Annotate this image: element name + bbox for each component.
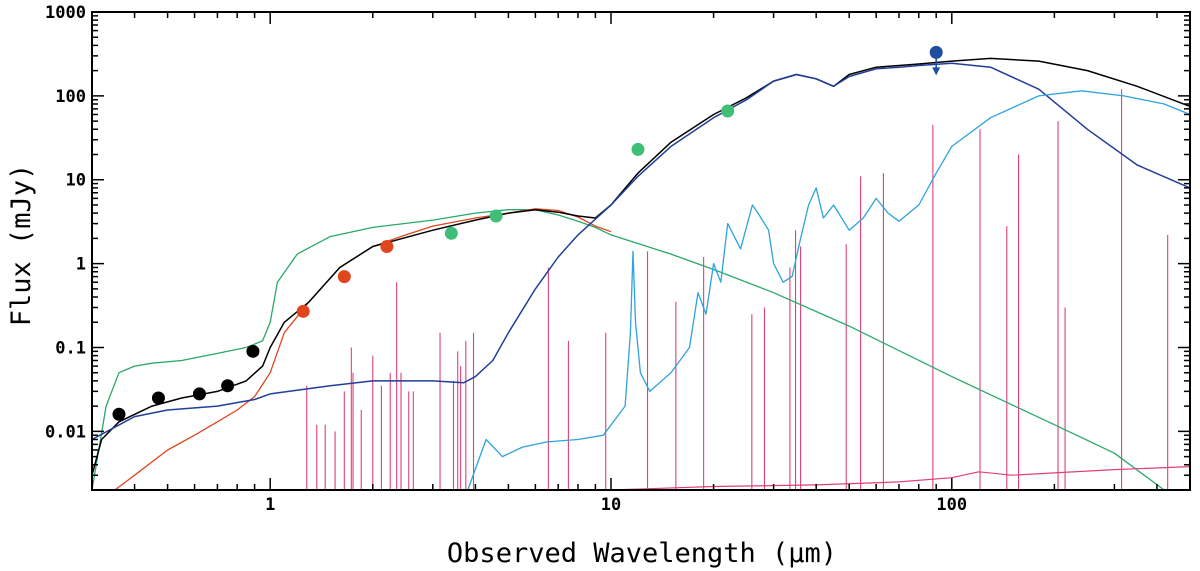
optical-photometry-point bbox=[112, 407, 126, 421]
mir-photometry-point bbox=[489, 209, 503, 223]
mir-photometry-point bbox=[444, 226, 458, 240]
plot-frame bbox=[91, 11, 1191, 491]
nir-photometry-point bbox=[296, 304, 310, 318]
line-spectrum bbox=[306, 89, 1169, 490]
mir-photometry-point bbox=[631, 142, 645, 156]
y-tick-label: 1000 bbox=[45, 3, 86, 23]
x-tick-label: 100 bbox=[936, 495, 967, 515]
optical-photometry-point bbox=[151, 391, 165, 405]
y-tick-label: 100 bbox=[55, 87, 86, 107]
fir-upper-limit-point bbox=[929, 45, 943, 59]
y-axis-title: Flux (mJy) bbox=[6, 164, 37, 327]
y-tick-label: 1 bbox=[76, 255, 86, 275]
y-tick-label: 0.01 bbox=[45, 422, 86, 442]
dust-emission-curve bbox=[92, 62, 1190, 441]
optical-photometry-point bbox=[221, 379, 235, 393]
nir-photometry-point bbox=[337, 270, 351, 284]
stellar-attenuated-curve bbox=[114, 208, 612, 490]
stellar-unattenuated-curve bbox=[92, 209, 1165, 490]
line-emission-continuum-curve bbox=[599, 466, 1190, 490]
x-axis-title: Observed Wavelength (μm) bbox=[447, 538, 837, 569]
optical-photometry-point bbox=[192, 387, 206, 401]
axes: 1 10 100 0.01 0.1 1 10 100 1000 bbox=[45, 3, 1191, 515]
plot-area bbox=[92, 45, 1190, 490]
y-tick-label: 0.1 bbox=[55, 338, 86, 358]
upper-limit-arrow-head bbox=[932, 67, 941, 76]
cold-dust-component-curve bbox=[467, 90, 1190, 490]
total-model-curve bbox=[92, 57, 1190, 476]
x-tick-label: 10 bbox=[601, 495, 621, 515]
nir-photometry-point bbox=[380, 240, 394, 254]
mir-photometry-point bbox=[721, 104, 735, 118]
y-tick-label: 10 bbox=[66, 171, 86, 191]
x-tick-label: 1 bbox=[265, 495, 275, 515]
optical-photometry-point bbox=[246, 344, 260, 358]
